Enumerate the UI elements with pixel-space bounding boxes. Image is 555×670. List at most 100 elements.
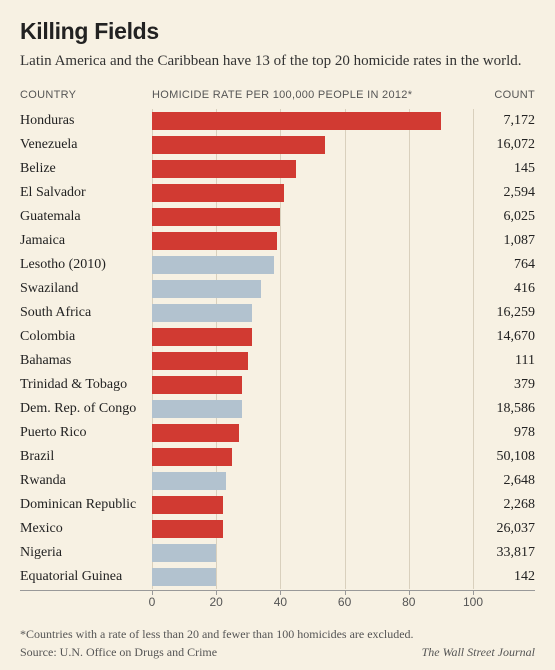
x-axis-ticks: 020406080100 (152, 591, 473, 616)
bar (152, 496, 223, 514)
bar (152, 472, 226, 490)
count-label: 2,648 (473, 473, 535, 489)
bar-cell (152, 517, 473, 541)
bar (152, 544, 216, 562)
table-row: Belize 145 (20, 157, 535, 181)
country-label: Puerto Rico (20, 425, 152, 441)
country-label: Mexico (20, 521, 152, 537)
bar (152, 112, 441, 130)
country-label: Trinidad & Tobago (20, 377, 152, 393)
chart-rows: Honduras7,172Venezuela16,072Belize145El … (20, 109, 535, 589)
bar (152, 136, 325, 154)
table-row: Trinidad & Tobago 379 (20, 373, 535, 397)
bar-cell (152, 157, 473, 181)
bar (152, 568, 216, 586)
bar-cell (152, 349, 473, 373)
country-label: Bahamas (20, 353, 152, 369)
count-label: 33,817 (473, 545, 535, 561)
bar (152, 400, 242, 418)
source-row: Source: U.N. Office on Drugs and Crime T… (20, 645, 535, 660)
bar-cell (152, 421, 473, 445)
count-label: 379 (473, 377, 535, 393)
table-row: Rwanda 2,648 (20, 469, 535, 493)
bar-cell (152, 277, 473, 301)
bar-cell (152, 565, 473, 589)
bar-cell (152, 541, 473, 565)
chart-subtitle: Latin America and the Caribbean have 13 … (20, 51, 535, 71)
bar-cell (152, 109, 473, 133)
country-label: Swaziland (20, 281, 152, 297)
table-row: Venezuela16,072 (20, 133, 535, 157)
bar-cell (152, 253, 473, 277)
bar-cell (152, 205, 473, 229)
bar-cell (152, 469, 473, 493)
table-row: Puerto Rico 978 (20, 421, 535, 445)
homicide-chart: COUNTRY HOMICIDE RATE PER 100,000 PEOPLE… (20, 89, 535, 616)
x-axis: 020406080100 (20, 590, 535, 616)
tick-label: 0 (149, 595, 156, 609)
chart-footnote: *Countries with a rate of less than 20 a… (20, 626, 535, 642)
country-label: Jamaica (20, 233, 152, 249)
table-row: Brazil50,108 (20, 445, 535, 469)
bar-cell (152, 325, 473, 349)
table-row: Colombia14,670 (20, 325, 535, 349)
table-row: Mexico 26,037 (20, 517, 535, 541)
table-row: El Salvador 2,594 (20, 181, 535, 205)
bar-cell (152, 445, 473, 469)
bar (152, 184, 284, 202)
tick-label: 80 (402, 595, 415, 609)
country-label: Lesotho (2010) (20, 257, 152, 273)
bar-cell (152, 229, 473, 253)
count-label: 26,037 (473, 521, 535, 537)
bar (152, 304, 252, 322)
bar-cell (152, 493, 473, 517)
table-row: Nigeria33,817 (20, 541, 535, 565)
bar-cell (152, 181, 473, 205)
count-label: 978 (473, 425, 535, 441)
bar (152, 256, 274, 274)
table-row: Swaziland 416 (20, 277, 535, 301)
bar (152, 424, 239, 442)
table-row: Dem. Rep. of Congo 18,586 (20, 397, 535, 421)
bar (152, 160, 296, 178)
header-country: COUNTRY (20, 89, 152, 101)
bar (152, 376, 242, 394)
bar-cell (152, 301, 473, 325)
count-label: 111 (473, 353, 535, 369)
country-label: Guatemala (20, 209, 152, 225)
country-label: Dem. Rep. of Congo (20, 401, 152, 417)
bar-cell (152, 373, 473, 397)
chart-header: COUNTRY HOMICIDE RATE PER 100,000 PEOPLE… (20, 89, 535, 101)
count-label: 18,586 (473, 401, 535, 417)
count-label: 2,594 (473, 185, 535, 201)
bar (152, 208, 280, 226)
country-label: El Salvador (20, 185, 152, 201)
bar (152, 232, 277, 250)
bar (152, 328, 252, 346)
source-text: Source: U.N. Office on Drugs and Crime (20, 645, 217, 660)
table-row: Equatorial Guinea142 (20, 565, 535, 589)
table-row: Jamaica 1,087 (20, 229, 535, 253)
table-row: Lesotho (2010)764 (20, 253, 535, 277)
tick-label: 20 (210, 595, 223, 609)
credit-text: The Wall Street Journal (422, 645, 535, 660)
count-label: 145 (473, 161, 535, 177)
bar-cell (152, 133, 473, 157)
country-label: Rwanda (20, 473, 152, 489)
count-label: 50,108 (473, 449, 535, 465)
country-label: Colombia (20, 329, 152, 345)
table-row: Guatemala 6,025 (20, 205, 535, 229)
count-label: 6,025 (473, 209, 535, 225)
count-label: 7,172 (473, 113, 535, 129)
count-label: 416 (473, 281, 535, 297)
tick-label: 40 (274, 595, 287, 609)
bar (152, 280, 261, 298)
country-label: Belize (20, 161, 152, 177)
bar (152, 448, 232, 466)
bar (152, 520, 223, 538)
count-label: 16,072 (473, 137, 535, 153)
tick-label: 60 (338, 595, 351, 609)
count-label: 16,259 (473, 305, 535, 321)
count-label: 1,087 (473, 233, 535, 249)
table-row: South Africa16,259 (20, 301, 535, 325)
